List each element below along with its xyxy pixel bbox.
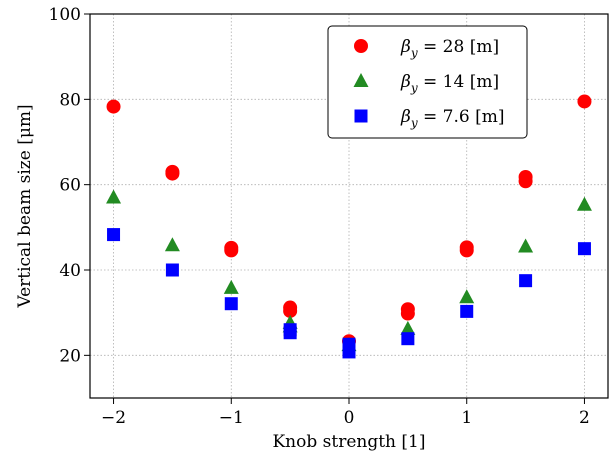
data-point: [400, 320, 416, 335]
legend-label: βy = 28 [m]: [400, 37, 499, 60]
legend-marker: [354, 39, 368, 53]
y-tick-label: 40: [59, 261, 81, 281]
legend: βy = 28 [m] βy = 14 [m] βy = 7.6 [m]: [327, 25, 528, 139]
data-point: [224, 243, 239, 258]
legend-marker: [353, 73, 369, 87]
legend-label: βy = 14 [m]: [400, 72, 499, 95]
y-tick-label: 80: [59, 90, 81, 110]
data-point: [224, 297, 238, 311]
data-point: [283, 326, 297, 340]
data-point: [164, 237, 180, 252]
y-tick-label: 60: [59, 176, 81, 196]
axis-ticks: −2 −1 0 1 2 20 40 60 80 100: [49, 5, 590, 428]
series-square: [107, 228, 591, 359]
data-point: [519, 274, 533, 288]
y-tick-label: 20: [59, 346, 81, 366]
x-tick-label: −1: [219, 408, 244, 428]
x-tick-label: 1: [461, 408, 472, 428]
legend-item: βy = 28 [m]: [354, 37, 499, 60]
data-point: [400, 306, 415, 321]
data-point: [577, 94, 592, 109]
data-point: [106, 99, 121, 114]
x-tick-label: −2: [101, 408, 126, 428]
data-point: [401, 332, 415, 346]
x-tick-label: 2: [579, 408, 590, 428]
y-axis-label: Vertical beam size [μm]: [15, 104, 35, 308]
data-points: [106, 94, 592, 359]
data-point: [518, 238, 534, 253]
legend-label: βy = 7.6 [m]: [400, 107, 505, 130]
x-tick-label: 0: [344, 408, 355, 428]
legend-item: βy = 7.6 [m]: [354, 107, 505, 130]
series-circle: [106, 94, 592, 349]
data-point: [577, 242, 591, 256]
data-point: [107, 228, 121, 242]
legend-box: [327, 25, 528, 139]
data-point: [576, 196, 592, 211]
data-point: [342, 345, 356, 359]
data-point: [459, 289, 475, 304]
legend-marker: [354, 109, 368, 123]
legend-item: βy = 14 [m]: [353, 72, 499, 95]
data-point: [106, 189, 122, 204]
data-point: [165, 166, 180, 181]
x-axis-label: Knob strength [1]: [272, 432, 425, 452]
data-point: [459, 243, 474, 258]
y-tick-label: 100: [49, 5, 81, 25]
data-point: [518, 174, 533, 189]
data-point: [283, 303, 298, 318]
data-point: [460, 304, 474, 318]
data-point: [223, 279, 239, 294]
data-point: [165, 263, 179, 277]
